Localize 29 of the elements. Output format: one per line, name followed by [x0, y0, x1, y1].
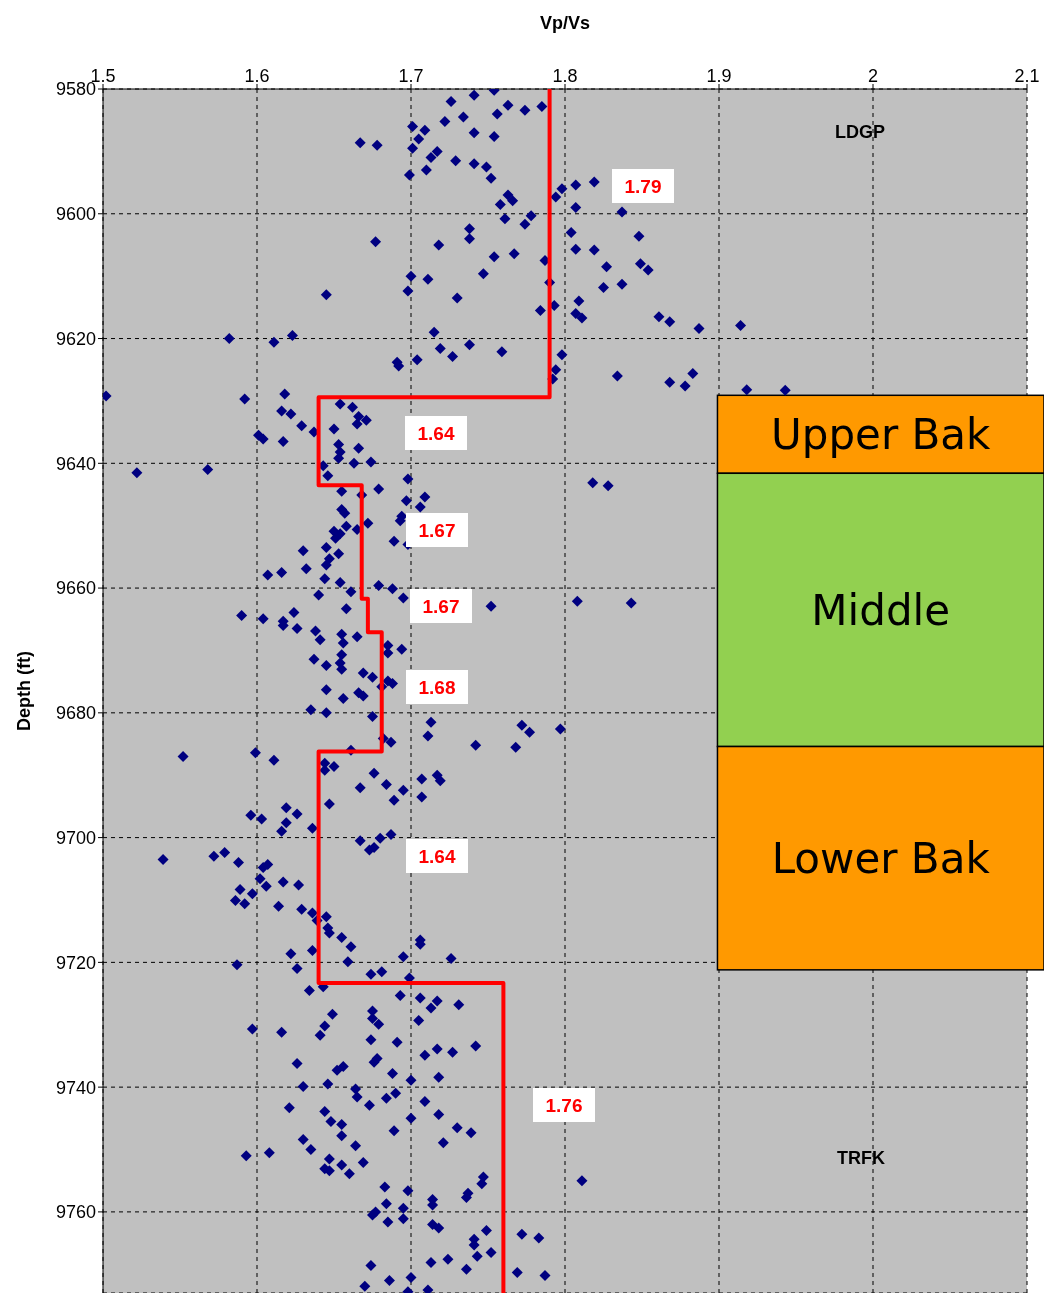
annotation: TRFK: [837, 1148, 885, 1168]
y-tick-label: 9700: [55, 827, 96, 848]
y-tick-label: 9660: [55, 578, 96, 599]
annotation: 1.79: [624, 176, 662, 197]
x-axis-title: Vp/Vs: [539, 12, 591, 33]
y-tick-label: 9760: [55, 1202, 96, 1223]
y-axis-title: Depth (ft): [14, 651, 34, 731]
annotation: 1.64: [417, 423, 455, 444]
annotation: 1.67: [418, 520, 456, 541]
x-tick-label: 2: [867, 66, 879, 86]
band-label: Upper Bak: [771, 410, 992, 460]
x-tick-label: 2.1: [1014, 66, 1040, 86]
band-label: Middle: [811, 585, 951, 635]
x-tick-label: 1.7: [398, 66, 424, 86]
y-tick-label: 9620: [55, 328, 96, 349]
y-tick-label: 9600: [55, 204, 96, 225]
y-tick-label: 9740: [55, 1077, 96, 1098]
annotation: LDGP: [834, 122, 886, 142]
x-tick-label: 1.9: [706, 66, 732, 86]
annotation: 1.67: [422, 596, 460, 617]
x-tick-label: 1.6: [244, 66, 270, 86]
x-tick-label: 1.8: [552, 66, 578, 86]
annotation: 1.64: [418, 846, 456, 867]
y-tick-label: 9680: [55, 703, 96, 724]
y-tick-label: 9720: [55, 952, 96, 973]
annotation: 1.68: [418, 677, 456, 698]
band-label: Lower Bak: [771, 834, 991, 884]
annotation: 1.76: [545, 1095, 583, 1116]
y-tick-label: 9640: [55, 453, 96, 474]
